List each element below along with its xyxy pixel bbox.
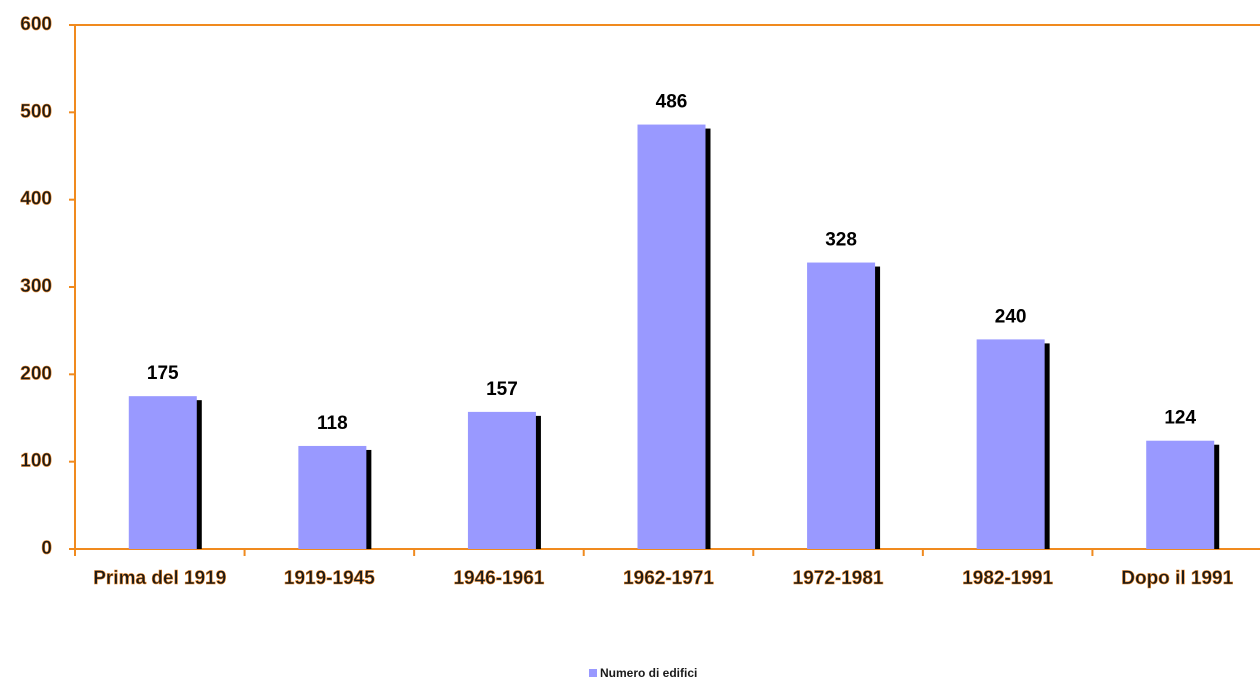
- y-tick-label: 400: [20, 189, 52, 210]
- bar: [128, 396, 197, 549]
- data-label: 328: [825, 230, 857, 251]
- y-tick-label: 0: [41, 538, 52, 559]
- y-tick-label: 100: [20, 451, 52, 472]
- y-tick-label: 200: [20, 363, 52, 384]
- data-label: 124: [1164, 408, 1196, 429]
- bar: [637, 124, 706, 549]
- legend-swatch: [589, 669, 597, 677]
- data-label: 240: [995, 306, 1027, 327]
- y-tick-label: 500: [20, 101, 52, 122]
- bar: [976, 339, 1045, 549]
- bar: [1146, 440, 1215, 549]
- x-tick-label: Prima del 1919: [93, 568, 226, 589]
- data-label: 486: [656, 92, 688, 113]
- x-tick-label: 1972-1981: [793, 568, 884, 589]
- legend-label: Numero di edifici: [600, 666, 697, 680]
- bar: [807, 262, 876, 549]
- data-label: 175: [147, 363, 179, 384]
- y-tick-label: 300: [20, 276, 52, 297]
- data-label: 118: [317, 413, 348, 434]
- x-tick-label: 1962-1971: [623, 568, 714, 589]
- x-tick-label: 1946-1961: [453, 568, 544, 589]
- x-tick-label: 1919-1945: [284, 568, 375, 589]
- bar: [467, 411, 536, 549]
- x-tick-label: 1982-1991: [962, 568, 1053, 589]
- y-tick-label: 600: [20, 14, 52, 35]
- bar: [298, 445, 367, 549]
- data-label: 157: [486, 379, 518, 400]
- x-tick-label: Dopo il 1991: [1121, 568, 1233, 589]
